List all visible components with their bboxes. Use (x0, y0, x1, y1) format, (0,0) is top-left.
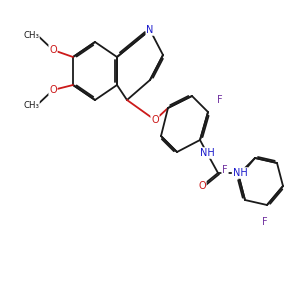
Text: F: F (262, 217, 268, 227)
Text: F: F (222, 165, 228, 175)
Text: CH₃: CH₃ (23, 100, 39, 109)
Text: NH: NH (200, 148, 214, 158)
Text: O: O (49, 45, 57, 55)
Text: NH: NH (232, 168, 247, 178)
Text: CH₃: CH₃ (23, 31, 39, 40)
Text: O: O (198, 181, 206, 191)
Text: F: F (217, 95, 223, 105)
Text: N: N (146, 25, 154, 35)
Text: O: O (151, 115, 159, 125)
Text: O: O (49, 85, 57, 95)
